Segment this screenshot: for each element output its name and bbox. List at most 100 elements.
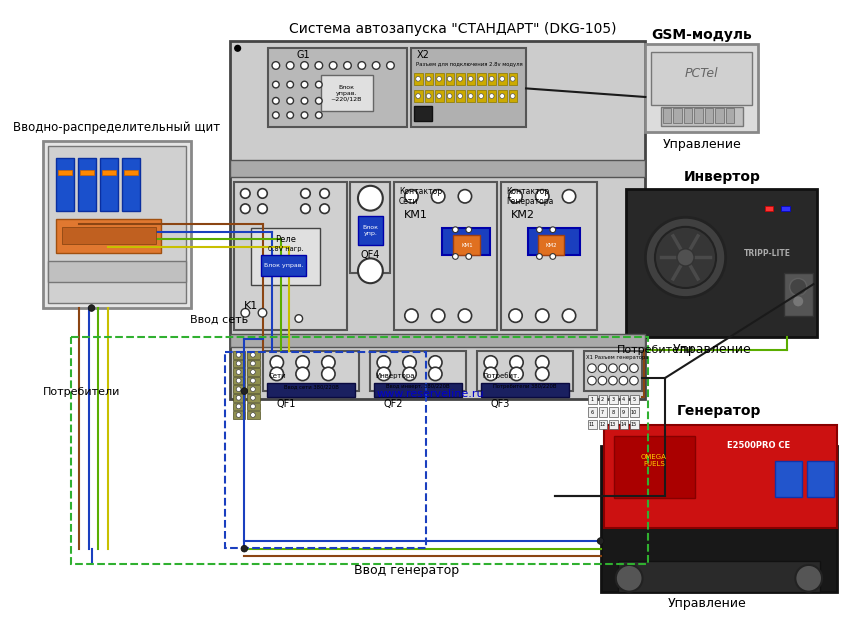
Text: TRIPP-LITE: TRIPP-LITE — [744, 249, 792, 258]
Circle shape — [250, 352, 255, 357]
Circle shape — [386, 62, 394, 69]
Bar — [598, 395, 607, 404]
Bar — [446, 90, 455, 102]
Bar — [100, 158, 119, 211]
Circle shape — [329, 62, 337, 69]
Circle shape — [616, 565, 643, 592]
Circle shape — [535, 356, 549, 369]
Text: Генератор: Генератор — [676, 404, 761, 418]
Bar — [604, 424, 837, 528]
Bar — [247, 402, 260, 410]
Text: Ввод инверт. 380/220В: Ввод инверт. 380/220В — [386, 384, 450, 389]
Text: Разъем для подключения 2.8v модуля: Разъем для подключения 2.8v модуля — [417, 62, 523, 67]
Circle shape — [344, 62, 352, 69]
Bar — [765, 206, 773, 211]
Bar — [645, 44, 758, 132]
Circle shape — [792, 296, 804, 307]
Bar — [124, 169, 139, 175]
Text: 2: 2 — [601, 398, 604, 402]
Bar — [477, 351, 572, 391]
Text: Контактор: Контактор — [399, 187, 443, 196]
Circle shape — [458, 94, 462, 98]
Circle shape — [241, 189, 250, 198]
Circle shape — [466, 254, 472, 259]
Circle shape — [301, 81, 307, 88]
Circle shape — [301, 189, 310, 198]
Bar — [48, 261, 186, 282]
Text: QF3: QF3 — [491, 399, 510, 409]
Bar — [538, 236, 565, 254]
Bar — [509, 90, 518, 102]
Text: 10: 10 — [630, 409, 637, 414]
Bar — [247, 386, 260, 393]
Bar — [411, 48, 526, 127]
Bar — [454, 236, 481, 254]
Circle shape — [469, 76, 473, 81]
Circle shape — [273, 81, 279, 88]
Bar — [781, 206, 790, 211]
Circle shape — [358, 186, 383, 211]
Bar — [234, 182, 346, 330]
Circle shape — [458, 76, 462, 81]
Circle shape — [619, 376, 628, 385]
Bar — [528, 228, 579, 254]
Bar — [230, 334, 645, 347]
Text: Сети: Сети — [268, 373, 286, 379]
Text: GSM-модуль: GSM-модуль — [651, 28, 753, 42]
Text: Потребители: Потребители — [617, 345, 695, 355]
Bar — [620, 408, 628, 417]
Bar — [617, 561, 820, 592]
Circle shape — [287, 81, 294, 88]
Bar — [715, 109, 724, 122]
Circle shape — [630, 364, 638, 372]
Circle shape — [588, 376, 596, 385]
Text: KM1: KM1 — [461, 242, 473, 248]
Circle shape — [537, 227, 542, 232]
Bar — [630, 408, 639, 417]
Circle shape — [296, 368, 309, 381]
Circle shape — [436, 94, 442, 98]
Bar — [78, 158, 96, 211]
Circle shape — [431, 189, 445, 203]
Circle shape — [320, 189, 329, 198]
Circle shape — [270, 356, 283, 369]
Circle shape — [677, 249, 695, 266]
Circle shape — [250, 369, 255, 374]
Text: Сети: Сети — [399, 197, 418, 206]
Text: Потребит.: Потребит. — [482, 372, 520, 379]
Circle shape — [236, 361, 241, 366]
Circle shape — [321, 356, 335, 369]
Bar — [233, 394, 245, 402]
Bar — [233, 411, 245, 419]
Circle shape — [655, 227, 716, 288]
Circle shape — [510, 356, 523, 369]
Circle shape — [429, 356, 442, 369]
Circle shape — [609, 364, 617, 372]
Text: QF2: QF2 — [384, 399, 404, 409]
Bar — [807, 461, 834, 497]
Circle shape — [562, 309, 576, 322]
Circle shape — [250, 387, 255, 392]
Text: QF4: QF4 — [361, 249, 380, 259]
Circle shape — [484, 356, 497, 369]
Circle shape — [537, 254, 542, 259]
Circle shape — [598, 376, 607, 385]
Circle shape — [236, 378, 241, 383]
Text: 13: 13 — [610, 422, 616, 427]
Circle shape — [287, 62, 294, 69]
Text: G1: G1 — [297, 50, 311, 60]
Circle shape — [484, 368, 497, 381]
Bar — [488, 90, 496, 102]
Circle shape — [795, 565, 822, 592]
Text: Управление: Управление — [662, 138, 741, 151]
Circle shape — [431, 309, 445, 322]
Bar — [247, 351, 260, 359]
Bar — [56, 219, 161, 253]
Text: KM2: KM2 — [545, 242, 557, 248]
Circle shape — [236, 404, 241, 409]
Circle shape — [598, 364, 607, 372]
Circle shape — [630, 376, 638, 385]
Text: QF1: QF1 — [277, 399, 296, 409]
Bar — [56, 158, 74, 211]
Bar — [62, 227, 156, 244]
